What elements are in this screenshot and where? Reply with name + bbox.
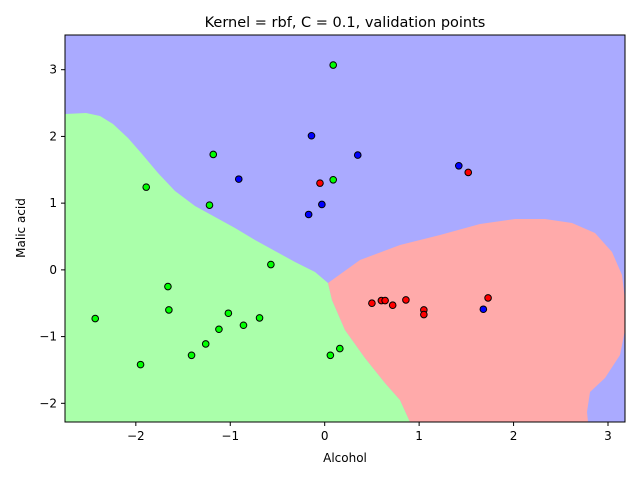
point-red-2 (368, 299, 376, 308)
x-tick-label: 2 (510, 429, 518, 443)
point-green-17 (326, 351, 335, 360)
y-tick-label: −1 (39, 330, 57, 344)
point-green-16 (336, 344, 344, 353)
plot-frame (64, 34, 626, 423)
point-green-10 (215, 325, 223, 334)
point-green-3 (329, 175, 338, 184)
point-green-11 (255, 314, 264, 322)
y-tick-label: −2 (39, 396, 57, 410)
point-blue-1 (353, 151, 362, 159)
y-tick-label: 0 (49, 263, 57, 277)
point-green-6 (164, 282, 172, 291)
region-green (65, 113, 410, 422)
point-green-8 (165, 306, 173, 314)
x-axis-label: Alcohol (323, 451, 367, 465)
point-blue-0 (307, 131, 316, 140)
y-axis-label: Malic acid (14, 198, 28, 258)
point-green-14 (187, 351, 196, 360)
point-red-4 (381, 296, 389, 305)
y-tick-label: 1 (49, 196, 57, 210)
scatter-points (91, 61, 492, 369)
point-red-9 (484, 294, 492, 302)
plot-area (65, 35, 625, 422)
x-tick-label: −1 (221, 429, 239, 443)
x-tick-label: 3 (604, 429, 612, 443)
point-green-1 (209, 150, 218, 159)
point-blue-3 (234, 175, 243, 183)
region-red (328, 219, 625, 422)
point-green-13 (201, 340, 210, 348)
point-red-8 (420, 310, 428, 319)
y-tick-label: 3 (49, 63, 57, 77)
y-axis: −2 −1 0 1 2 3 (39, 63, 65, 410)
point-blue-6 (479, 305, 488, 314)
chart-title: Kernel = rbf, C = 0.1, validation points (205, 15, 486, 31)
y-tick-label: 2 (49, 129, 57, 143)
point-red-5 (388, 301, 397, 310)
point-blue-5 (304, 210, 313, 219)
point-green-2 (142, 183, 151, 191)
x-axis: −2 −1 0 1 2 3 (127, 422, 612, 443)
x-tick-label: 0 (321, 429, 329, 443)
point-green-9 (224, 309, 233, 318)
point-green-15 (136, 360, 145, 369)
x-tick-label: −2 (127, 429, 145, 443)
x-tick-label: 1 (415, 429, 423, 443)
point-green-4 (205, 201, 214, 209)
point-blue-4 (318, 200, 326, 209)
point-red-6 (402, 296, 410, 304)
point-blue-2 (454, 161, 463, 170)
point-green-12 (239, 321, 248, 330)
point-green-0 (329, 61, 338, 69)
point-red-0 (316, 179, 324, 187)
point-green-7 (91, 314, 100, 323)
point-green-5 (267, 260, 275, 269)
point-red-1 (464, 168, 473, 177)
